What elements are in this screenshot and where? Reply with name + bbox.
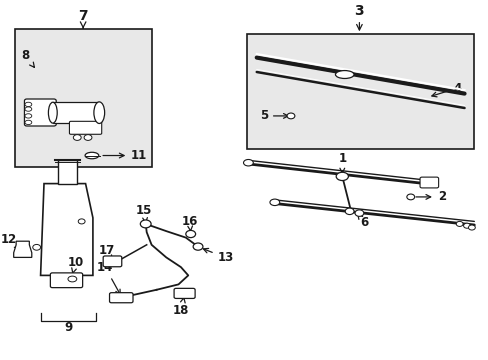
Text: 13: 13 <box>203 248 233 264</box>
FancyBboxPatch shape <box>24 99 56 126</box>
Ellipse shape <box>193 243 203 250</box>
Ellipse shape <box>354 210 363 216</box>
Ellipse shape <box>286 113 294 119</box>
Ellipse shape <box>25 114 32 118</box>
FancyBboxPatch shape <box>103 256 122 267</box>
FancyBboxPatch shape <box>69 121 102 134</box>
Bar <box>53 102 99 123</box>
Text: 8: 8 <box>21 49 34 67</box>
Ellipse shape <box>68 276 77 282</box>
Ellipse shape <box>33 244 41 250</box>
Ellipse shape <box>468 225 474 230</box>
Ellipse shape <box>25 120 32 125</box>
Text: 4: 4 <box>431 82 460 97</box>
Text: 14: 14 <box>97 261 120 294</box>
Ellipse shape <box>336 172 347 180</box>
FancyBboxPatch shape <box>50 273 82 288</box>
Text: 15: 15 <box>136 204 152 223</box>
Ellipse shape <box>185 230 195 238</box>
Ellipse shape <box>406 194 414 200</box>
FancyBboxPatch shape <box>419 177 438 188</box>
Text: 1: 1 <box>338 152 346 173</box>
Bar <box>246 34 473 149</box>
Text: 10: 10 <box>67 256 84 274</box>
Polygon shape <box>41 184 93 275</box>
Ellipse shape <box>269 199 279 206</box>
Ellipse shape <box>140 220 151 228</box>
Bar <box>15 29 151 167</box>
Ellipse shape <box>243 159 253 166</box>
Text: 9: 9 <box>64 321 72 334</box>
Ellipse shape <box>25 102 32 107</box>
Text: 12: 12 <box>0 233 20 249</box>
Ellipse shape <box>85 152 99 159</box>
FancyBboxPatch shape <box>174 288 195 298</box>
Text: 17: 17 <box>98 244 115 261</box>
Ellipse shape <box>78 219 85 224</box>
Ellipse shape <box>73 135 81 140</box>
Ellipse shape <box>463 223 469 228</box>
Text: 7: 7 <box>78 9 88 23</box>
Polygon shape <box>14 241 32 257</box>
Ellipse shape <box>345 208 353 215</box>
Ellipse shape <box>455 221 462 226</box>
Ellipse shape <box>25 107 32 111</box>
Text: 16: 16 <box>181 215 198 231</box>
Text: 11: 11 <box>103 149 147 162</box>
Ellipse shape <box>84 135 92 140</box>
Ellipse shape <box>48 102 57 123</box>
Text: 5: 5 <box>259 109 287 122</box>
Text: 6: 6 <box>357 213 367 229</box>
Ellipse shape <box>335 71 353 78</box>
Bar <box>58 160 77 184</box>
Text: 18: 18 <box>172 298 189 317</box>
Ellipse shape <box>94 102 104 123</box>
Text: 2: 2 <box>415 190 445 203</box>
FancyBboxPatch shape <box>109 293 133 303</box>
Text: 3: 3 <box>354 4 364 18</box>
